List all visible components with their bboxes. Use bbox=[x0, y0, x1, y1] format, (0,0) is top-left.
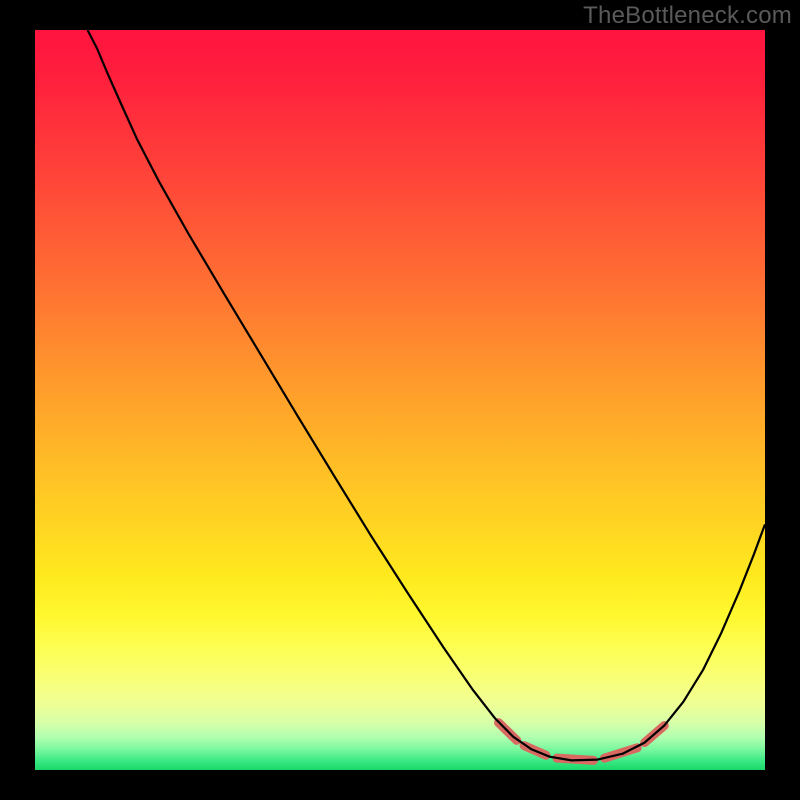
plot-background bbox=[0, 0, 800, 800]
plot-area bbox=[35, 30, 765, 770]
chart-frame: TheBottleneck.com bbox=[0, 0, 800, 800]
watermark-text: TheBottleneck.com bbox=[583, 2, 792, 30]
curve-layer bbox=[35, 30, 765, 770]
bottleneck-curve bbox=[88, 30, 765, 760]
